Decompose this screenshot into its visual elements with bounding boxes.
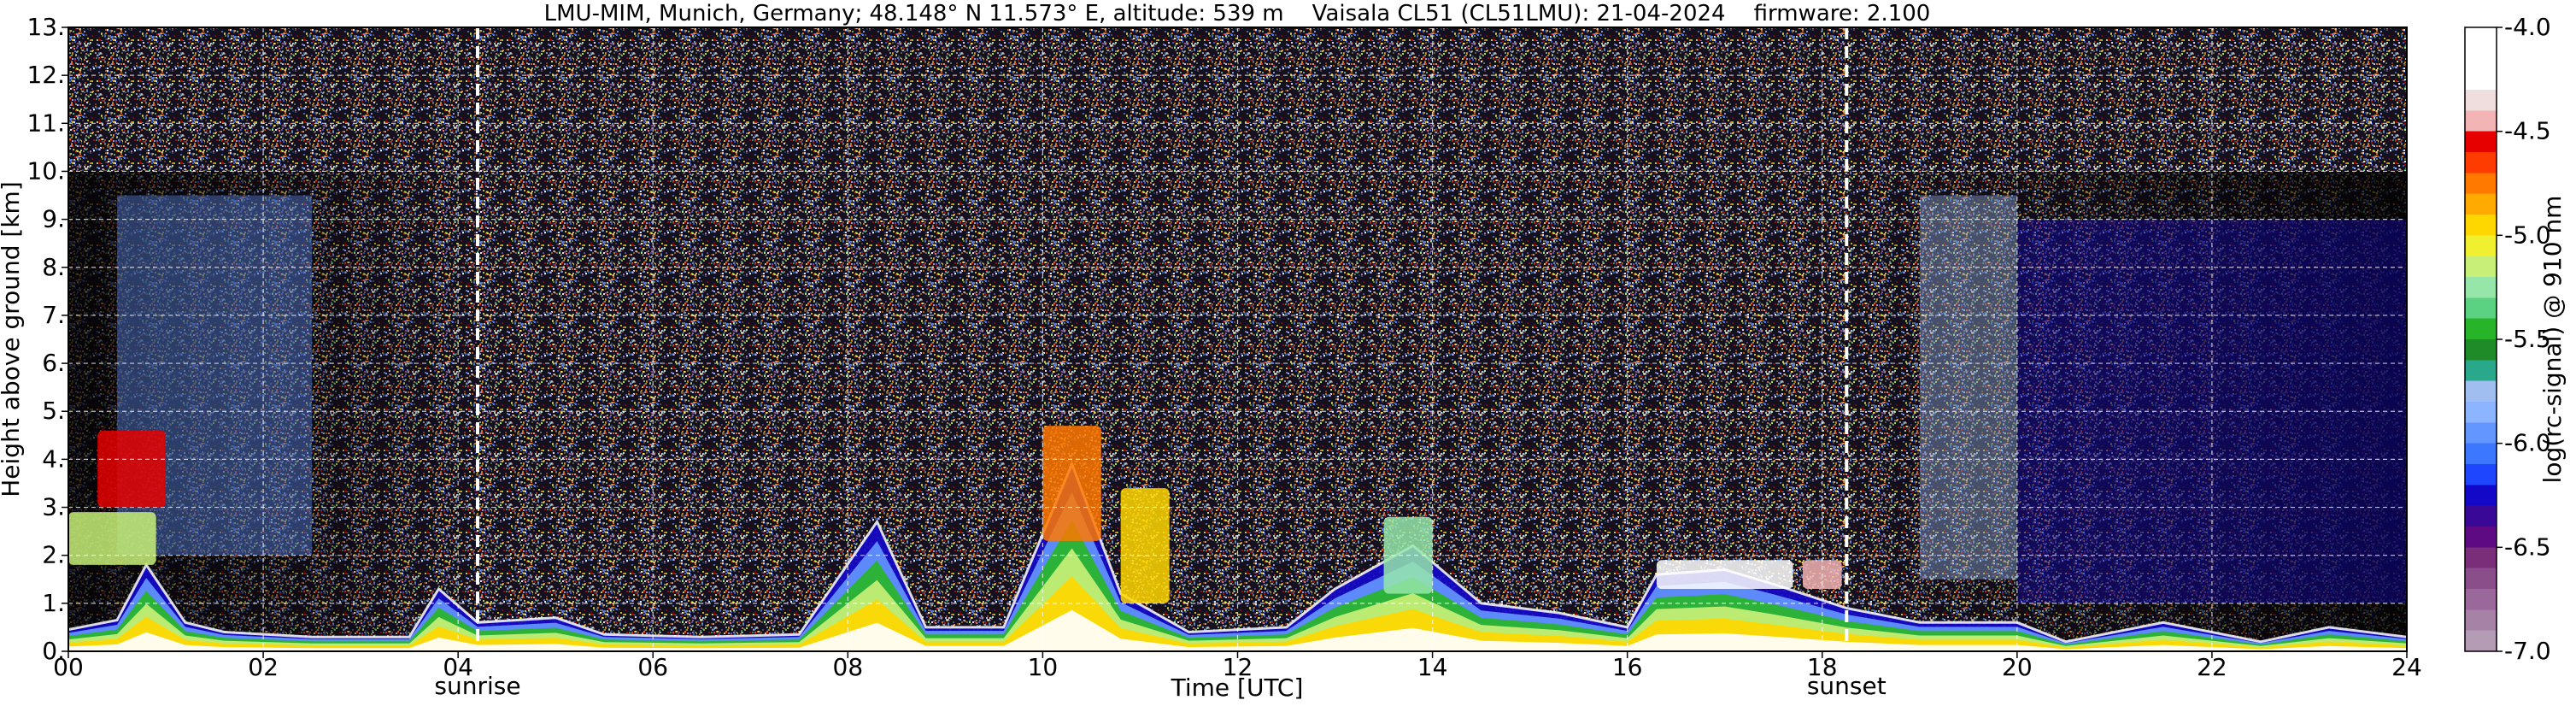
- colorbar-tick-label: -4.5: [2504, 117, 2551, 145]
- boundary-layer-top: [68, 460, 2407, 644]
- x-tick-label: 16: [1612, 653, 1643, 681]
- y-tick-label: 11.: [26, 109, 65, 137]
- marker-label-sunset: sunset: [1807, 672, 1887, 700]
- colorbar: -7.0 -6.5 -6.0 -5.5 -5.0 -4.5 -4.0 log(rc-sign…: [2464, 13, 2567, 665]
- x-tick-label: 22: [2197, 653, 2227, 681]
- colorbar-tick-label: -4.0: [2504, 13, 2551, 41]
- x-tick-label: 00: [53, 653, 84, 681]
- y-tick-label: 13.: [26, 13, 65, 41]
- y-axis: 0. 1. 2. 3. 4. 5. 6. 7. 8. 9. 10. 11. 12. 13.: [26, 13, 68, 665]
- colorbar-scale: [2464, 26, 2497, 652]
- plot-area: [68, 27, 2407, 651]
- x-axis: 00 02 04 06 08 10 12 14 16 18 20 22 24: [53, 651, 2422, 681]
- x-tick-label: 04: [443, 653, 473, 681]
- y-tick-label: 8.: [42, 253, 65, 281]
- aerosol-plume: [1919, 195, 2017, 580]
- grid-lines: [68, 27, 2407, 651]
- colorbar-tick-label: -5.5: [2504, 325, 2551, 353]
- x-axis-label: Time [UTC]: [1171, 674, 1304, 702]
- y-tick-label: 12.: [26, 61, 65, 89]
- colorbar-tick-label: -7.0: [2504, 637, 2551, 665]
- marker-label-sunrise: sunrise: [434, 672, 520, 700]
- elevated-layer: [1656, 560, 1793, 589]
- x-tick-label: 10: [1028, 653, 1059, 681]
- x-tick-label: 12: [1223, 653, 1253, 681]
- elevated-layer: [1042, 426, 1101, 541]
- y-tick-label: 3.: [42, 493, 65, 521]
- elevated-layer: [97, 430, 167, 508]
- boundary-layer-band: [68, 576, 2407, 651]
- y-axis-label: Height above ground [km]: [0, 181, 25, 497]
- y-tick-label: 4.: [42, 444, 65, 473]
- y-tick-label: 10.: [26, 156, 65, 185]
- x-tick-label: 14: [1417, 653, 1448, 681]
- y-tick-label: 1.: [42, 589, 65, 617]
- colorbar-tick-label: -5.0: [2504, 221, 2551, 249]
- x-tick-label: 20: [2002, 653, 2033, 681]
- y-tick-label: 5.: [42, 397, 65, 425]
- y-tick-label: 9.: [42, 205, 65, 233]
- colorbar-label: log(rc-signal) @ 910 nm: [2538, 196, 2567, 484]
- colorbar-tick-label: -6.0: [2504, 429, 2551, 457]
- boundary-layer-band: [68, 520, 2407, 651]
- x-tick-label: 08: [833, 653, 864, 681]
- x-tick-label: 18: [1807, 653, 1838, 681]
- elevated-layer: [68, 512, 156, 565]
- y-tick-label: 2.: [42, 541, 65, 569]
- chart-title: LMU-MIM, Munich, Germany; 48.148° N 11.5…: [544, 1, 1931, 26]
- elevated-layers: [68, 426, 1842, 603]
- boundary-layer-band: [68, 548, 2407, 651]
- boundary-layer-band: [68, 491, 2407, 651]
- boundary-layer-band: [68, 609, 2407, 651]
- y-tick-label: 0.: [42, 637, 65, 665]
- x-tick-label: 06: [637, 653, 668, 681]
- y-tick-label: 6.: [42, 349, 65, 377]
- elevated-layer: [1120, 488, 1170, 603]
- sun-markers: [475, 27, 1849, 651]
- sun-marker-labels: sunrise sunset: [434, 672, 1886, 700]
- colorbar-ticks: -7.0 -6.5 -6.0 -5.5 -5.0 -4.5 -4.0: [2497, 13, 2551, 665]
- y-tick-label: 7.: [42, 301, 65, 329]
- x-tick-label: 02: [248, 653, 279, 681]
- colorbar-tick-label: -6.5: [2504, 532, 2551, 561]
- x-tick-label: 24: [2391, 653, 2422, 681]
